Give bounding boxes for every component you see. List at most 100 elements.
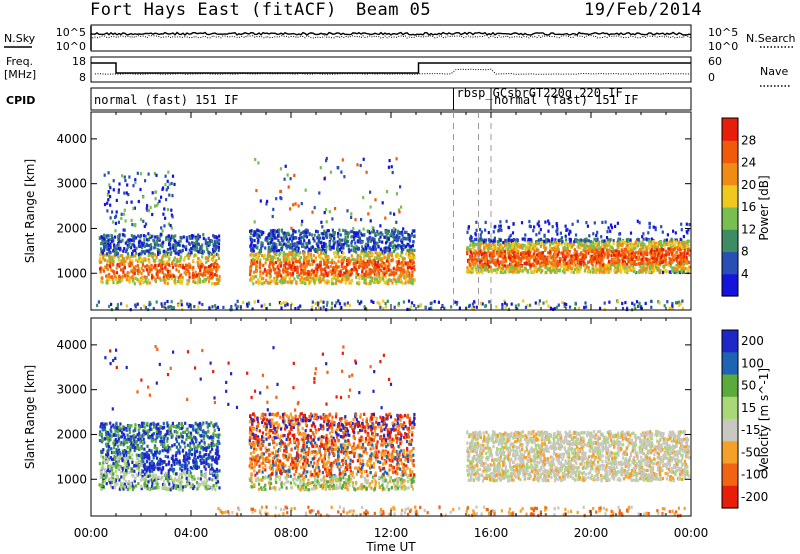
- power-echo-cell: [133, 245, 136, 249]
- power-echo-cell: [673, 256, 676, 260]
- power-echo-cell: [514, 244, 517, 248]
- power-echo-cell: [539, 262, 542, 266]
- power-echo-cell: [114, 229, 117, 233]
- power-echo-cell: [584, 239, 587, 243]
- power-echo-cell: [210, 272, 213, 276]
- power-echo-cell: [107, 247, 110, 251]
- power-echo-cell: [606, 237, 610, 242]
- power-echo-cell: [385, 238, 389, 242]
- power-echo-cell: [472, 305, 475, 310]
- power-echo-cell: [601, 255, 604, 259]
- power-echo-cell: [664, 249, 667, 253]
- power-echo-cell: [609, 266, 612, 270]
- power-echo-cell: [507, 237, 510, 241]
- power-echo-cell: [371, 226, 374, 230]
- power-echo-cell: [337, 270, 341, 274]
- power-echo-cell: [144, 276, 147, 281]
- power-echo-cell: [621, 252, 624, 256]
- power-echo-cell: [154, 235, 157, 239]
- power-echo-cell: [556, 228, 559, 232]
- power-echo-cell: [501, 303, 504, 307]
- power-echo-cell: [181, 263, 185, 267]
- power-echo-cell: [631, 255, 634, 259]
- power-echo-cell: [145, 222, 148, 226]
- power-echo-cell: [514, 304, 517, 308]
- power-echo-cell: [330, 277, 333, 281]
- power-echo-cell: [320, 257, 323, 261]
- power-echo-cell: [318, 240, 321, 244]
- power-echo-cell: [307, 260, 310, 264]
- power-echo-cell: [280, 248, 283, 252]
- power-echo-cell: [103, 202, 107, 207]
- power-echo-cell: [565, 238, 568, 242]
- power-echo-cell: [557, 238, 560, 243]
- power-echo-cell: [275, 245, 278, 249]
- power-echo-cell: [599, 266, 602, 271]
- power-echo-cell: [675, 257, 678, 261]
- power-echo-cell: [271, 258, 274, 262]
- power-echo-cell: [360, 300, 363, 304]
- power-echo-cell: [161, 256, 164, 260]
- power-echo-cell: [314, 258, 317, 262]
- power-echo-cell: [215, 277, 218, 281]
- power-echo-cell: [132, 207, 135, 211]
- power-echo-cell: [367, 243, 370, 248]
- power-echo-cell: [109, 261, 112, 265]
- power-echo-cell: [661, 260, 664, 264]
- power-echo-cell: [478, 253, 481, 257]
- power-echo-cell: [217, 253, 220, 257]
- power-echo-cell: [334, 255, 337, 259]
- power-echo-cell: [294, 257, 297, 261]
- power-echo-cell: [206, 241, 209, 245]
- power-echo-cell: [168, 234, 171, 238]
- power-echo-cell: [497, 265, 500, 269]
- power-echo-cell: [361, 270, 364, 274]
- power-echo-cell: [168, 257, 171, 261]
- power-echo-cell: [171, 174, 175, 178]
- power-echo-cell: [263, 281, 266, 285]
- power-echo-cell: [396, 262, 399, 266]
- power-echo-cell: [626, 262, 629, 266]
- power-echo-cell: [586, 224, 589, 228]
- power-echo-cell: [585, 240, 588, 244]
- power-echo-cell: [600, 254, 603, 258]
- power-echo-cell: [266, 199, 269, 203]
- power-echo-cell: [136, 171, 139, 175]
- noise-panel-frame: [90, 24, 692, 52]
- power-echo-cell: [501, 254, 504, 258]
- power-echo-cell: [585, 263, 588, 267]
- power-echo-cell: [112, 281, 115, 285]
- power-echo-cell: [645, 251, 648, 255]
- power-echo-cell: [287, 231, 290, 236]
- power-echo-cell: [506, 249, 510, 253]
- power-echo-cell: [399, 280, 402, 284]
- power-echo-cell: [276, 277, 279, 281]
- power-echo-cell: [411, 258, 414, 262]
- power-echo-cell: [270, 245, 273, 249]
- power-echo-cell: [144, 306, 147, 310]
- power-echo-cell: [372, 270, 375, 274]
- power-echo-cell: [142, 250, 145, 254]
- power-echo-cell: [617, 243, 620, 247]
- power-echo-cell: [468, 260, 471, 264]
- power-echo-cell: [559, 238, 562, 242]
- power-echo-cell: [206, 257, 210, 261]
- power-echo-cell: [511, 255, 515, 260]
- power-echo-cell: [338, 247, 342, 252]
- power-echo-cell: [547, 259, 550, 263]
- power-echo-cell: [313, 233, 316, 237]
- power-echo-cell: [360, 260, 363, 264]
- power-echo-cell: [625, 266, 628, 270]
- power-echo-cell: [158, 248, 161, 252]
- power-echo-cell: [595, 233, 598, 238]
- power-echo-cell: [540, 258, 543, 262]
- power-echo-cell: [259, 199, 262, 203]
- power-echo-cell: [545, 258, 548, 262]
- power-echo-cell: [206, 247, 209, 252]
- power-echo-cell: [676, 255, 679, 259]
- power-echo-cell: [278, 251, 281, 255]
- power-echo-cell: [357, 265, 360, 269]
- power-echo-cell: [300, 268, 303, 272]
- power-echo-cell: [324, 266, 327, 270]
- power-echo-cell: [214, 253, 217, 257]
